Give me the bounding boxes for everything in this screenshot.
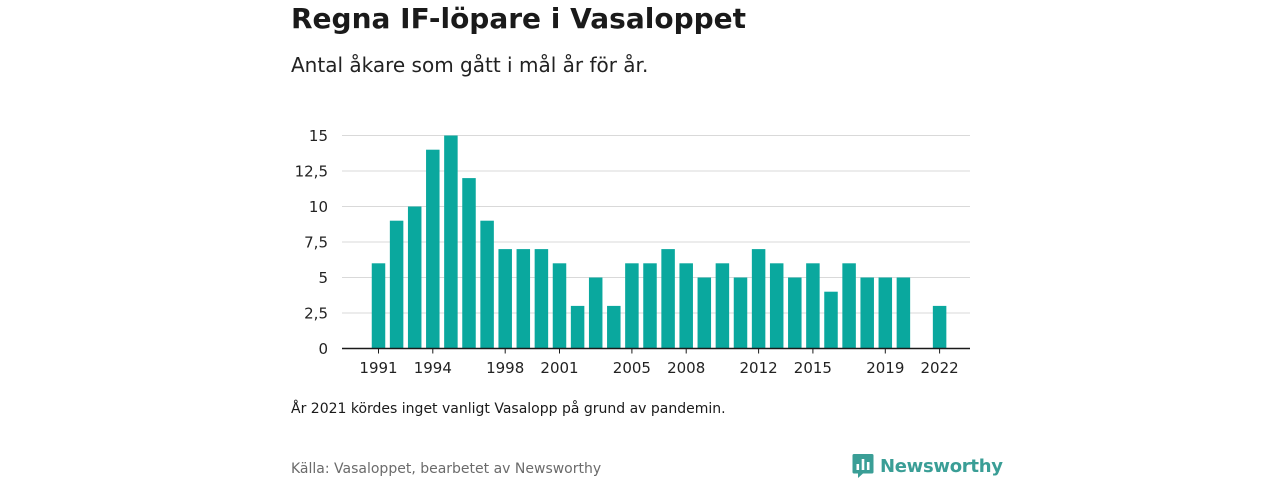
bar-2002	[570, 305, 585, 349]
x-tick-label: 1998	[486, 359, 524, 377]
bar-2005	[625, 263, 639, 349]
x-tick-label: 1991	[359, 359, 397, 377]
bar-2011	[733, 277, 748, 349]
bar-1995	[444, 135, 458, 349]
chart-subtitle: Antal åkare som gått i mål år för år.	[291, 53, 649, 77]
logo-text: Newsworthy	[880, 455, 1003, 477]
bar-2013	[769, 263, 784, 349]
x-tick-label: 2008	[667, 359, 705, 377]
x-tick-label: 2015	[794, 359, 832, 377]
bar-2006	[643, 263, 657, 349]
chart-note: År 2021 kördes inget vanligt Vasalopp på…	[291, 401, 726, 417]
bar-1997	[480, 220, 494, 349]
x-tick-label: 2005	[613, 359, 651, 377]
bar-2003	[588, 277, 603, 349]
bar-1991	[371, 263, 386, 349]
chart-title: Regna IF-löpare i Vasaloppet	[291, 2, 747, 35]
y-tick-label: 12,5	[295, 163, 328, 181]
bar-2001	[552, 263, 567, 349]
bar-2015	[806, 263, 820, 349]
bar-2000	[534, 249, 549, 349]
bar-1993	[407, 206, 422, 349]
bar-2010	[715, 263, 730, 349]
y-tick-label: 15	[309, 127, 328, 145]
bar-2004	[607, 305, 621, 349]
bar-1996	[462, 178, 476, 349]
x-tick-label: 2022	[921, 359, 959, 377]
bar-1999	[516, 249, 531, 349]
bar-2008	[679, 263, 693, 349]
newsworthy-logo: Newsworthy	[852, 452, 1003, 480]
bar-2017	[842, 263, 856, 349]
source-line: Källa: Vasaloppet, bearbetet av Newswort…	[291, 461, 602, 477]
bar-1994	[426, 149, 440, 349]
y-tick-label: 0	[318, 340, 328, 358]
bar-2016	[824, 291, 838, 349]
bar-2009	[697, 277, 712, 349]
bar-1998	[498, 249, 512, 349]
bar-1992	[389, 220, 404, 349]
x-tick-label: 2019	[866, 359, 904, 377]
x-tick-label: 1994	[414, 359, 452, 377]
bar-2007	[661, 249, 675, 349]
bar-2020	[896, 277, 911, 349]
newsworthy-chart-bubble-icon	[852, 454, 874, 478]
y-tick-label: 5	[318, 269, 328, 287]
bar-2012	[751, 249, 766, 349]
bar-2019	[878, 277, 893, 349]
bar-2014	[788, 277, 802, 349]
bar-2018	[860, 277, 874, 349]
x-tick-label: 2001	[540, 359, 578, 377]
y-tick-label: 7,5	[304, 234, 328, 252]
bar-2022	[932, 305, 947, 349]
y-tick-label: 10	[309, 198, 328, 216]
x-tick-label: 2012	[740, 359, 778, 377]
y-tick-label: 2,5	[304, 305, 328, 323]
